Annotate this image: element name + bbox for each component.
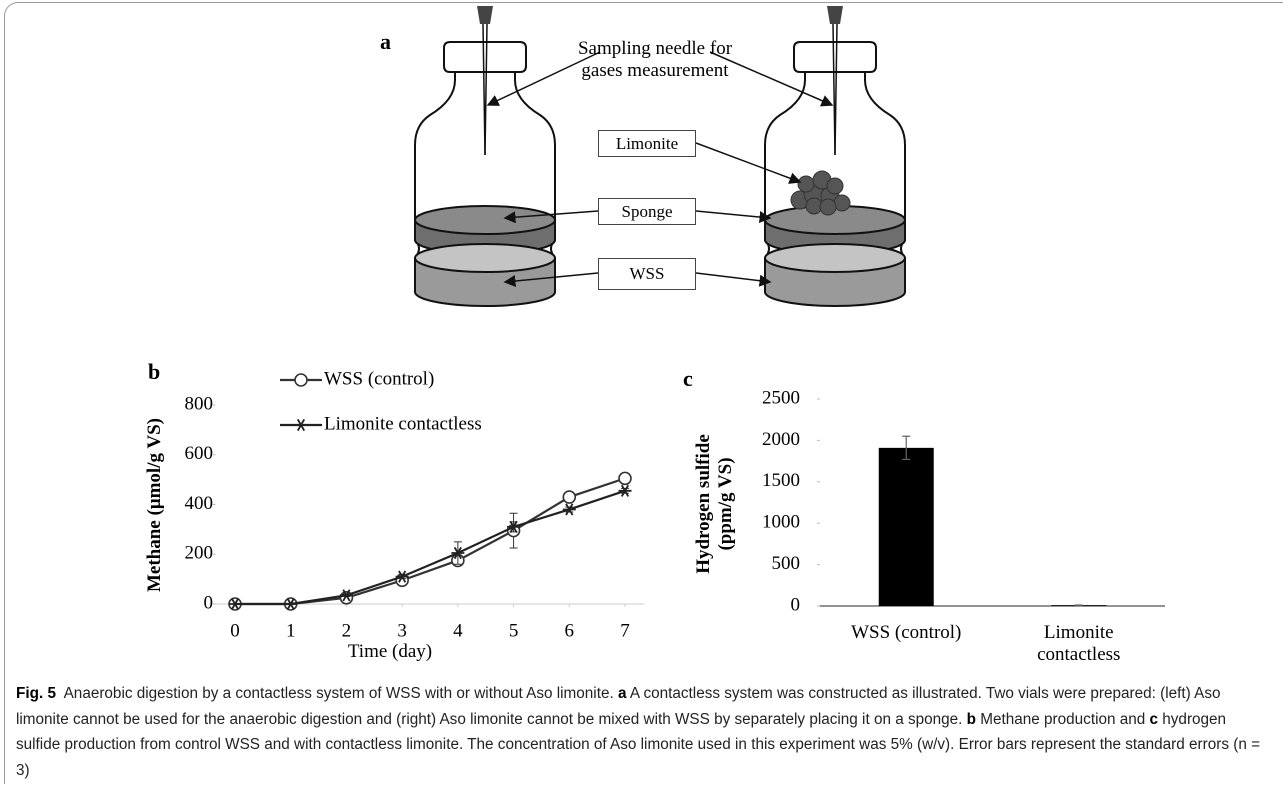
- marker: [339, 589, 353, 602]
- series-line: [235, 489, 626, 606]
- x-tick-label: WSS (control): [851, 622, 962, 643]
- x-tick-label: Limonite contactless: [1037, 622, 1121, 665]
- x-tick-label: 7: [620, 620, 630, 641]
- marker: [562, 490, 577, 504]
- caption-panel-ref: a: [617, 685, 627, 702]
- caption: Fig. 5 Anaerobic digestion by a contactl…: [16, 681, 1271, 783]
- caption-label: Fig. 5: [16, 685, 56, 702]
- limonite-pile: [790, 170, 851, 216]
- marker: [284, 597, 298, 611]
- vial-right: [764, 6, 906, 307]
- marker: [618, 471, 632, 486]
- figure-frame: [4, 2, 1283, 784]
- y-tick-label: 2000: [762, 429, 800, 450]
- marker: [228, 597, 242, 611]
- x-tick-label: 5: [509, 620, 519, 641]
- marker: [451, 546, 465, 560]
- limonite-label: Limonite: [598, 130, 696, 157]
- legend-marker: [294, 373, 308, 387]
- x-tick-label: 2: [342, 620, 352, 641]
- error-bar: [902, 435, 911, 461]
- y-axis-label: Methane (μmol/g VS): [144, 418, 165, 593]
- caption-text: hydrogen sulfide production from control…: [16, 710, 1261, 779]
- marker: [562, 503, 576, 516]
- y-tick-label: 400: [185, 493, 214, 514]
- marker: [395, 570, 409, 583]
- legend-label: Limonite contactless: [324, 413, 482, 434]
- needle-label: Sampling needle for gases measurement: [577, 38, 733, 81]
- x-tick-label: 1: [286, 620, 296, 641]
- y-tick-label: 800: [185, 393, 214, 414]
- marker: [618, 484, 632, 497]
- wss-label: WSS: [598, 258, 696, 290]
- pointer-arrows: [486, 51, 834, 287]
- caption-text: Methane production and: [976, 710, 1150, 728]
- y-tick-label: 200: [185, 543, 214, 564]
- y-tick-label: 600: [185, 443, 214, 464]
- x-tick-label: 0: [230, 620, 240, 641]
- y-tick-label: 2500: [762, 387, 800, 408]
- caption-panel-ref: c: [1149, 710, 1159, 728]
- x-tick-label: 3: [397, 620, 407, 641]
- vial-left: [414, 6, 556, 307]
- caption-text: A contactless system was constructed as …: [16, 685, 1221, 728]
- panel-label: b: [148, 359, 160, 384]
- y-tick-label: 1500: [762, 470, 800, 491]
- x-axis-label: Time (day): [347, 641, 433, 662]
- panel-label: a: [380, 29, 391, 54]
- y-tick-label: 0: [791, 594, 801, 615]
- y-axis-label: Hydrogen sulfide (ppm/g VS): [693, 434, 736, 574]
- y-tick-label: 500: [772, 553, 801, 574]
- figure-graphics: a b c 0 200 400 600 800 0 1 2 3 4 5 6 7 WSS (control)…: [148, 6, 1165, 641]
- caption-text: Anaerobic digestion by a contactless sys…: [63, 685, 618, 702]
- marker: [507, 520, 521, 533]
- panel-label: c: [683, 366, 693, 391]
- caption-panel-ref: b: [966, 710, 977, 728]
- x-tick-label: 4: [453, 620, 463, 641]
- bar: [878, 447, 934, 606]
- x-tick-label: 6: [565, 620, 575, 641]
- legend-marker: [294, 418, 308, 432]
- legend-label: WSS (control): [324, 368, 434, 389]
- y-tick-label: 1000: [762, 512, 800, 533]
- y-tick-label: 0: [204, 592, 214, 613]
- sponge-label: Sponge: [598, 198, 696, 225]
